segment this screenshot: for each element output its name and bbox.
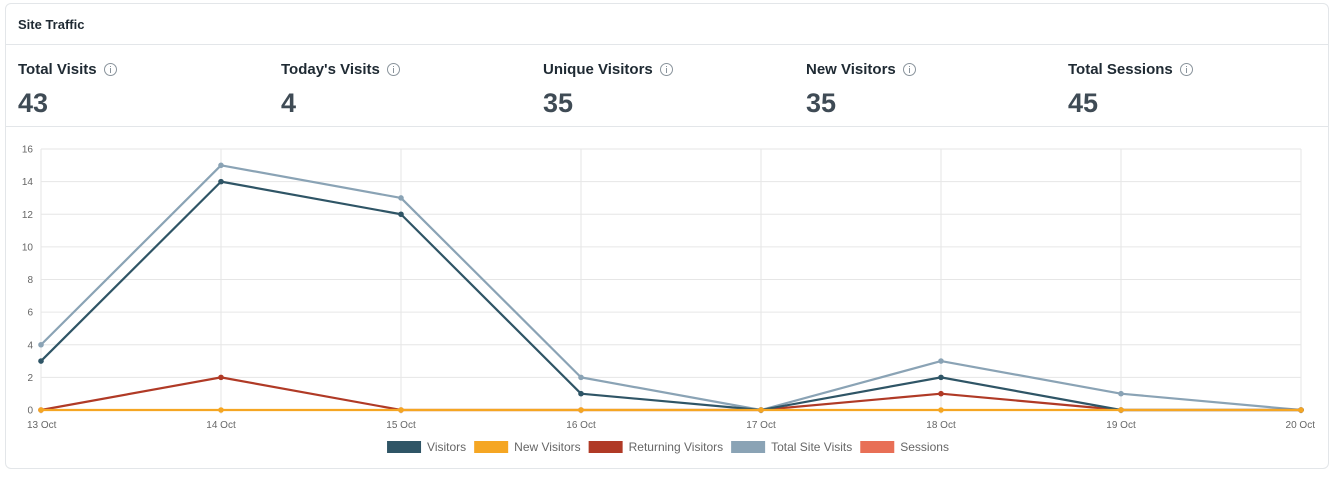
data-point[interactable] (578, 374, 584, 381)
series-line-total-site-visits (40, 164, 1302, 412)
data-point[interactable] (758, 407, 764, 413)
data-point[interactable] (1298, 407, 1304, 413)
y-tick-label: 4 (27, 340, 33, 351)
data-point[interactable] (1118, 407, 1124, 413)
data-point[interactable] (38, 407, 44, 413)
stat-value: 35 (543, 88, 574, 118)
data-point[interactable] (578, 390, 584, 397)
y-tick-label: 12 (22, 210, 34, 221)
y-tick-label: 14 (22, 177, 34, 188)
data-point[interactable] (218, 374, 224, 381)
legend-swatch[interactable] (588, 441, 623, 453)
y-tick-label: 16 (22, 145, 34, 156)
legend-swatch[interactable] (731, 441, 766, 453)
data-point[interactable] (1118, 390, 1124, 397)
stat-todays-visits: Today's Visits 4 (281, 59, 400, 118)
traffic-line-chart: 0 2 4 6 8 10 12 14 16 13 Oct 14 Oct 15 Oct 16 Oct 17 … (6, 128, 1330, 468)
y-tick-label: 6 (27, 308, 33, 319)
legend-swatch[interactable] (860, 441, 895, 453)
stat-total-visits: Total Visits 43 (18, 59, 117, 118)
y-tick-label: 0 (27, 406, 33, 417)
stat-value: 35 (806, 88, 837, 118)
stat-value: 4 (281, 88, 297, 118)
x-tick-label: 14 Oct (206, 420, 236, 431)
legend-label[interactable]: Total Site Visits (771, 440, 852, 454)
card-title: Site Traffic (18, 16, 85, 32)
legend-label[interactable]: Returning Visitors (629, 440, 724, 454)
data-point[interactable] (938, 390, 944, 397)
stat-value: 43 (18, 88, 49, 118)
x-tick-label: 20 Oct (1286, 420, 1316, 431)
x-tick-label: 15 Oct (386, 420, 416, 431)
data-point[interactable] (938, 407, 944, 413)
y-tick-label: 2 (27, 373, 33, 384)
data-point[interactable] (398, 211, 404, 218)
data-point[interactable] (938, 358, 944, 364)
info-icon[interactable] (103, 62, 117, 76)
x-tick-label: 18 Oct (926, 420, 956, 431)
stat-new-visitors: New Visitors 35 (806, 59, 916, 118)
stat-value: 45 (1068, 88, 1099, 118)
data-point[interactable] (218, 178, 224, 185)
stat-total-sessions: Total Sessions 45 (1068, 59, 1193, 118)
data-point[interactable] (398, 195, 404, 201)
stat-label: Today's Visits (281, 60, 380, 78)
data-point[interactable] (218, 162, 224, 169)
data-point[interactable] (38, 358, 44, 364)
info-icon[interactable] (386, 62, 400, 76)
info-icon[interactable] (1179, 62, 1193, 76)
legend-swatch[interactable] (387, 441, 422, 453)
stat-label: Unique Visitors (543, 60, 653, 78)
data-point[interactable] (398, 407, 404, 413)
x-tick-label: 19 Oct (1106, 420, 1136, 431)
stat-label: Total Sessions (1068, 60, 1173, 78)
data-point[interactable] (218, 407, 224, 413)
legend-label[interactable]: Visitors (427, 440, 466, 454)
stat-label: New Visitors (806, 60, 896, 78)
x-tick-label: 16 Oct (566, 420, 596, 431)
chart-svg: 0 2 4 6 8 10 12 14 16 13 Oct 14 Oct 15 Oct 16 Oct 17 … (22, 145, 1316, 455)
legend-swatch[interactable] (474, 441, 509, 453)
card-header: Site Traffic (6, 4, 1328, 45)
x-tick-label: 17 Oct (746, 420, 776, 431)
stats-row: Total Visits 43 Today's Visits 4 Unique … (6, 45, 1328, 127)
stat-label: Total Visits (18, 60, 97, 78)
series-line-visitors (40, 180, 1301, 412)
data-point[interactable] (938, 374, 944, 381)
info-icon[interactable] (902, 62, 916, 76)
legend-label[interactable]: Sessions (900, 440, 949, 454)
info-icon[interactable] (659, 62, 673, 76)
site-traffic-card: Site Traffic Total Visits 43 Today's Vis… (5, 3, 1329, 469)
data-point[interactable] (578, 407, 584, 413)
legend-label[interactable]: New Visitors (514, 440, 580, 454)
stat-unique-visitors: Unique Visitors 35 (543, 59, 673, 118)
y-tick-label: 8 (27, 275, 33, 286)
y-tick-label: 10 (22, 242, 34, 253)
data-point[interactable] (38, 341, 44, 348)
x-tick-label: 13 Oct (27, 420, 57, 431)
